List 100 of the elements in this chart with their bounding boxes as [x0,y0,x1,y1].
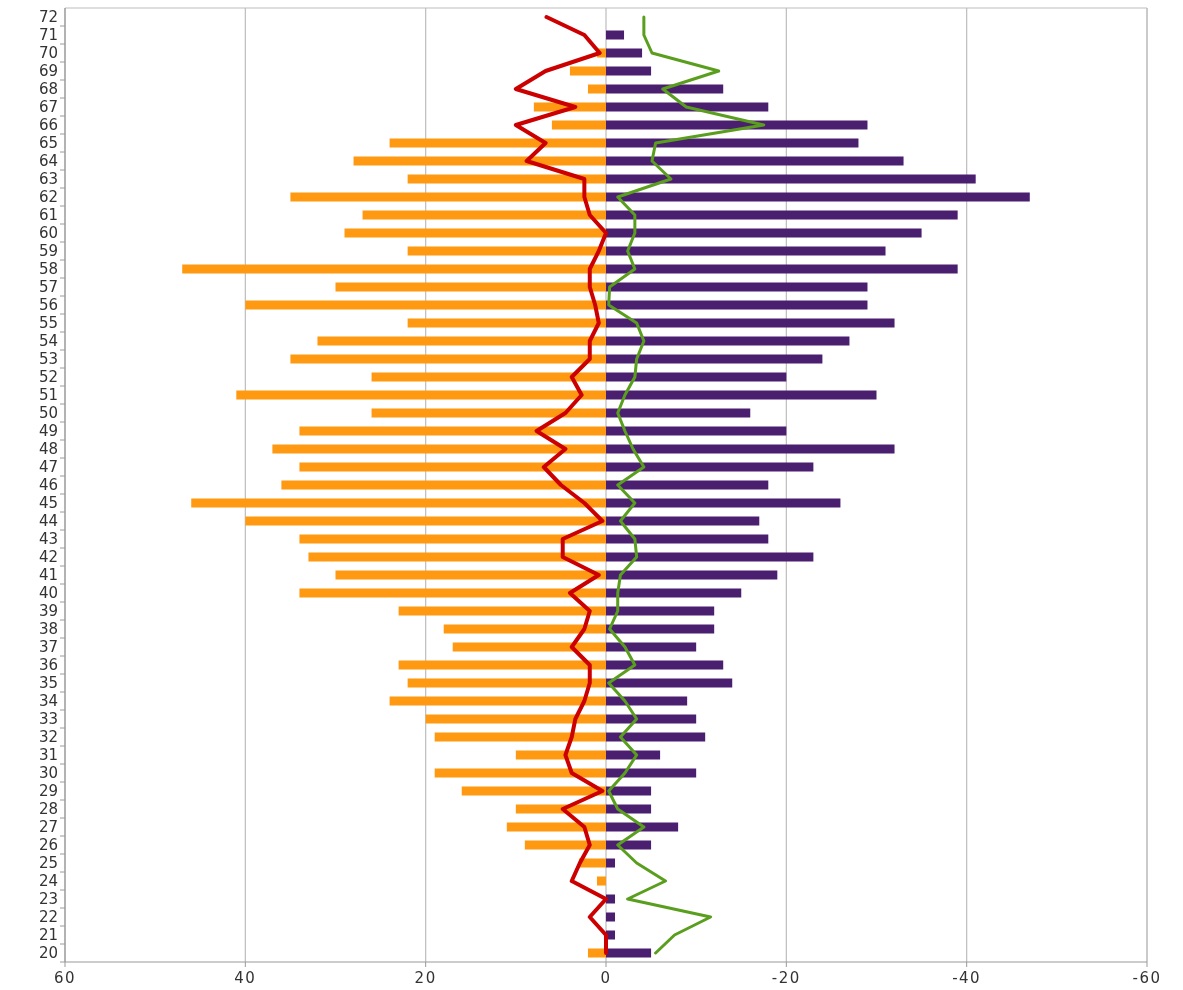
bar [606,372,787,382]
y-tick-label: 46 [38,476,58,494]
bar [551,120,606,130]
y-tick-label: 59 [38,242,58,260]
bar [290,354,606,364]
bar [606,264,958,274]
bar [606,84,724,94]
bar [606,732,706,742]
bar [425,714,606,724]
y-tick-label: 58 [38,260,58,278]
bar [299,588,606,598]
bar [606,642,697,652]
x-tick-label: -20 [771,969,801,987]
bar [182,264,606,274]
y-tick-label: 31 [38,746,58,764]
bar [606,210,958,220]
bar [434,768,606,778]
y-tick-label: 49 [38,422,58,440]
y-tick-label: 52 [38,368,58,386]
bar [606,192,1030,202]
x-tick-label: 20 [414,969,437,987]
bar [389,138,606,148]
bar [452,642,606,652]
y-tick-label: 70 [38,44,58,62]
bar [606,768,697,778]
bar [569,66,606,76]
bar [606,246,886,256]
bar [606,480,769,490]
y-tick-label: 33 [38,710,58,728]
bar [606,570,778,580]
y-tick-label: 27 [38,818,58,836]
bar [606,786,652,796]
bar [606,678,733,688]
bar [606,228,922,238]
bar [606,48,643,58]
y-tick-label: 63 [38,170,58,188]
bar [407,678,606,688]
bar [606,426,787,436]
bar [578,858,606,868]
y-tick-label: 50 [38,404,58,422]
y-tick-label: 54 [38,332,58,350]
x-tick-label: -40 [952,969,982,987]
bar [407,174,606,184]
bar [606,498,841,508]
y-tick-label: 68 [38,80,58,98]
y-tick-label: 20 [38,944,58,962]
bar [606,588,742,598]
bar [606,354,823,364]
bar [299,426,606,436]
bar [606,336,850,346]
y-tick-label: 57 [38,278,58,296]
bar [606,858,616,868]
bar [443,624,606,634]
bar [245,516,606,526]
y-tick-label: 43 [38,530,58,548]
y-tick-label: 45 [38,494,58,512]
y-tick-label: 72 [38,8,58,26]
bar [606,534,769,544]
y-tick-label: 67 [38,98,58,116]
bar [606,516,760,526]
bar [191,498,606,508]
y-tick-label: 40 [38,584,58,602]
y-tick-label: 71 [38,26,58,44]
bar [606,282,868,292]
bar [515,804,606,814]
bar [606,390,877,400]
y-tick-label: 65 [38,134,58,152]
bar [245,300,606,310]
bar [299,462,606,472]
bar [606,606,715,616]
bar [606,156,904,166]
bar [344,228,606,238]
bar [606,444,895,454]
bar [606,462,814,472]
bar [290,192,606,202]
bar [606,102,769,112]
bar [515,750,606,760]
y-tick-label: 21 [38,926,58,944]
y-tick-label: 44 [38,512,58,530]
bar [371,372,606,382]
y-tick-label: 62 [38,188,58,206]
y-tick-label: 24 [38,872,58,890]
y-tick-label: 34 [38,692,58,710]
bar [272,444,606,454]
bar [606,948,652,958]
bar [335,282,606,292]
y-tick-label: 36 [38,656,58,674]
bar [606,408,751,418]
y-tick-label: 69 [38,62,58,80]
bar [398,660,606,670]
bar [606,624,715,634]
y-tick-label: 55 [38,314,58,332]
x-tick-label: -60 [1132,969,1162,987]
bar [353,156,606,166]
bar [362,210,606,220]
bar [606,822,679,832]
y-tick-label: 61 [38,206,58,224]
bar [434,732,606,742]
y-tick-label: 23 [38,890,58,908]
bar [606,300,868,310]
